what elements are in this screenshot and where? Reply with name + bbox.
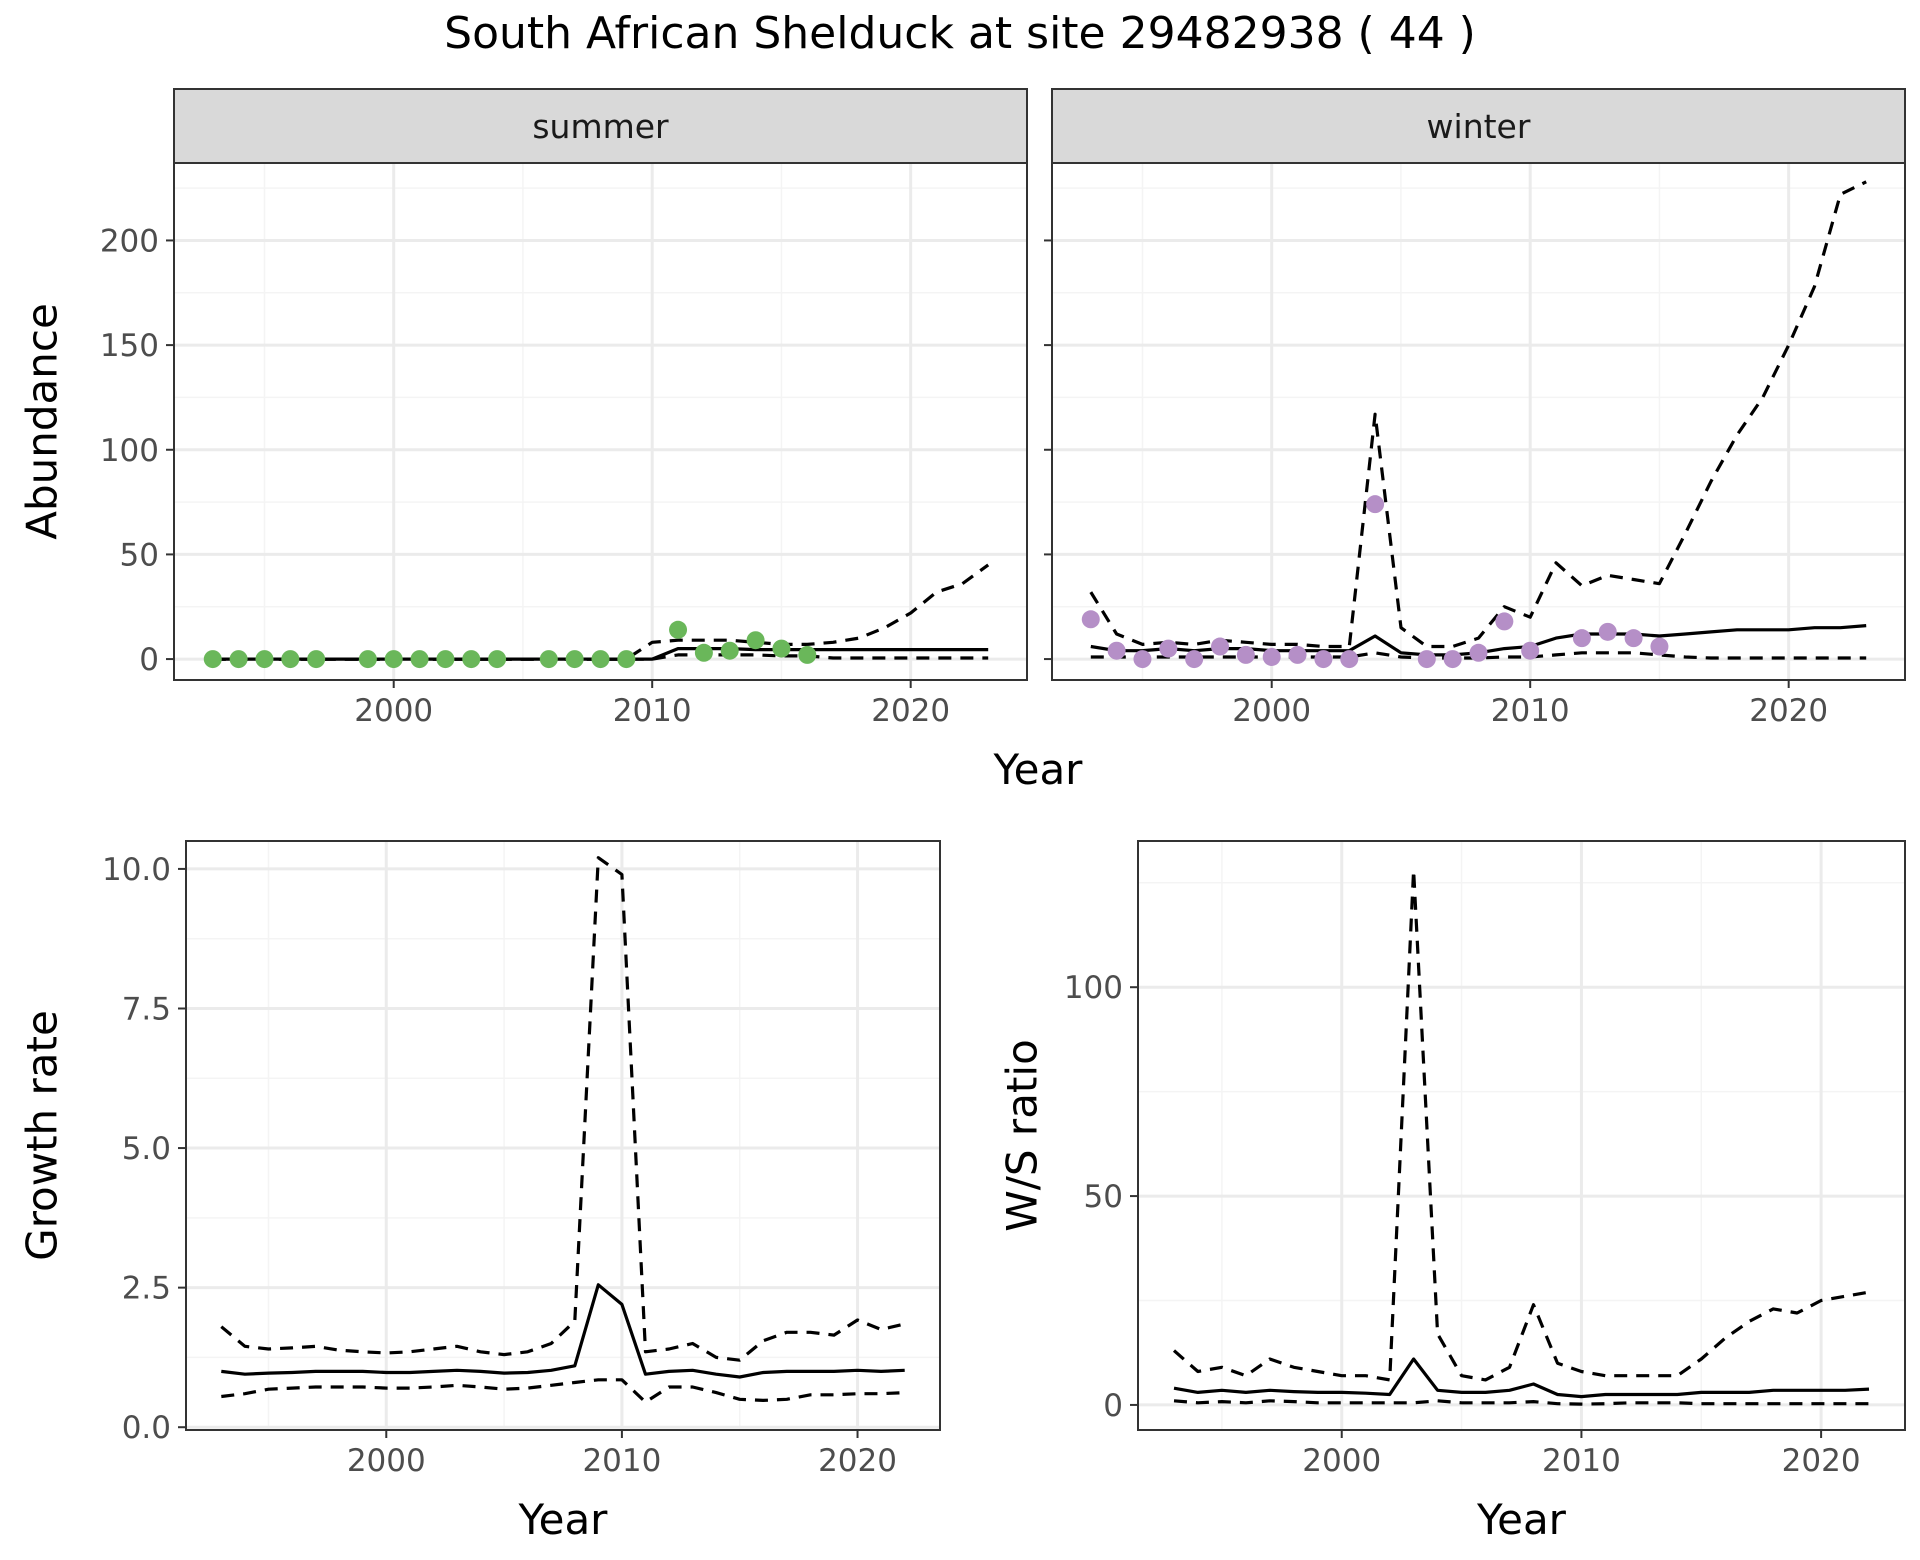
lower-bound-line: [221, 1378, 905, 1404]
facet-strip-label: winter: [1427, 107, 1531, 146]
observation-point: [1107, 641, 1126, 660]
observation-point: [772, 639, 791, 658]
observation-point: [617, 650, 636, 669]
observation-point: [203, 650, 222, 669]
y-tick-label: 150: [100, 328, 159, 364]
estimate-line: [1173, 1357, 1870, 1399]
observation-point: [1443, 650, 1462, 669]
observation-point: [1572, 629, 1591, 648]
x-tick-label: 2010: [1491, 693, 1570, 729]
observation-point: [1185, 650, 1204, 669]
observation-point: [539, 650, 558, 669]
x-tick-label: 2000: [347, 1443, 426, 1479]
observation-point: [591, 650, 610, 669]
observation-point: [1624, 629, 1643, 648]
observation-point: [1159, 639, 1178, 658]
estimate-line: [221, 1283, 905, 1379]
x-tick-label: 2020: [1782, 1443, 1861, 1479]
panel-border: [1137, 840, 1906, 1431]
observation-point: [1598, 622, 1617, 641]
x-tick-label: 2020: [871, 693, 950, 729]
y-axis-label: Growth rate: [18, 1010, 67, 1261]
observation-point: [1288, 645, 1307, 664]
panel-background: [174, 163, 1027, 680]
upper-bound-line: [1172, 868, 1870, 1382]
observation-point: [1262, 647, 1281, 666]
lower-bound-line: [1090, 651, 1867, 660]
observation-point: [720, 641, 739, 660]
x-tick-label: 2000: [354, 693, 433, 729]
observation-point: [798, 645, 817, 664]
top-x-axis-label: Year: [993, 745, 1084, 794]
observation-point: [1417, 650, 1436, 669]
ws-ratio-panel: 2000 2010 2020 0 50 100 W/S ratio Year: [998, 840, 1906, 1544]
growth-rate-panel: 2000 2010 2020 0.0 2.5 5.0 7.5 10.0 Growth rate Y…: [18, 840, 941, 1544]
y-tick-label: 50: [120, 537, 159, 573]
observation-point: [1340, 650, 1359, 669]
x-axis-label: Year: [518, 1495, 609, 1544]
lower-bound-line: [1173, 1399, 1869, 1406]
y-tick-label: 0: [1103, 1388, 1123, 1424]
x-tick-label: 2020: [1749, 693, 1828, 729]
x-tick-label: 2010: [613, 693, 692, 729]
observation-point: [565, 650, 584, 669]
x-axis-label: Year: [1476, 1495, 1567, 1544]
summer-panel: summer 2000 2010 2020 0 50 100 150 200 Abundance: [18, 88, 1028, 729]
y-tick-label: 7.5: [122, 991, 171, 1027]
observation-point: [1495, 612, 1514, 631]
observation-point: [384, 650, 403, 669]
facet-strip: [173, 88, 1028, 164]
winter-panel: winter 2000 2010 2020: [1044, 88, 1906, 729]
observation-point: [1650, 637, 1669, 656]
observation-point: [1366, 495, 1385, 514]
y-tick-label: 2.5: [122, 1271, 171, 1307]
x-tick-label: 2000: [1302, 1443, 1381, 1479]
panel-border: [185, 840, 941, 1431]
observation-point: [488, 650, 507, 669]
observation-point: [1469, 643, 1488, 662]
observation-point: [229, 650, 248, 669]
observation-point: [1236, 645, 1255, 664]
observation-point: [410, 650, 429, 669]
y-tick-label: 100: [1064, 970, 1123, 1006]
observation-point: [281, 650, 300, 669]
observation-point: [694, 643, 713, 662]
y-tick-label: 100: [100, 433, 159, 469]
x-tick-label: 2010: [582, 1443, 661, 1479]
x-tick-label: 2020: [818, 1443, 897, 1479]
observation-point: [669, 620, 688, 639]
y-tick-label: 5.0: [122, 1131, 171, 1167]
y-tick-label: 0.0: [122, 1410, 171, 1446]
facet-strip: [1051, 88, 1906, 164]
y-tick-label: 0: [139, 642, 159, 678]
upper-bound-line: [220, 856, 906, 1362]
observation-point: [746, 631, 765, 650]
observation-point: [1133, 650, 1152, 669]
observation-point: [1211, 637, 1230, 656]
chart-title: South African Shelduck at site 29482938 …: [444, 8, 1476, 59]
panel-background: [1138, 841, 1905, 1430]
observation-point: [462, 650, 481, 669]
lower-bound-line: [212, 653, 989, 661]
observation-point: [307, 650, 326, 669]
y-tick-label: 50: [1084, 1179, 1123, 1215]
observation-point: [255, 650, 274, 669]
facet-strip-label: summer: [532, 107, 669, 146]
x-tick-label: 2000: [1232, 693, 1311, 729]
observation-point: [436, 650, 455, 669]
x-tick-label: 2010: [1542, 1443, 1621, 1479]
y-tick-label: 200: [100, 223, 159, 259]
observation-point: [358, 650, 377, 669]
observation-point: [1081, 610, 1100, 629]
panel-background: [186, 841, 940, 1430]
y-tick-label: 10.0: [102, 852, 171, 888]
y-axis-label: Abundance: [18, 303, 67, 540]
observation-point: [1314, 650, 1333, 669]
observation-point: [1521, 641, 1540, 660]
y-axis-label: W/S ratio: [998, 1039, 1047, 1232]
panel-background: [1052, 163, 1905, 680]
